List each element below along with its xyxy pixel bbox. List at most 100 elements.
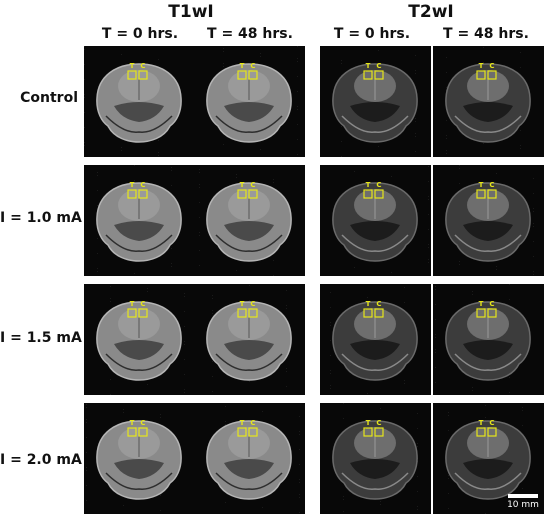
roi-label-t: T (240, 300, 245, 308)
roi-label-c: C (250, 419, 255, 427)
roi-box-t (237, 308, 247, 318)
roi-box-c (138, 189, 148, 199)
roi-box-c (487, 189, 497, 199)
roi-label-c: C (376, 300, 381, 308)
roi-label-t: T (366, 62, 371, 70)
roi-label-c: C (489, 181, 494, 189)
roi-box-t (363, 70, 373, 80)
internal-structure (350, 221, 400, 241)
roi-box-t (237, 427, 247, 437)
internal-structure (463, 221, 513, 241)
roi-box-c (487, 308, 497, 318)
roi-label-c: C (140, 300, 145, 308)
roi-box-c (248, 70, 258, 80)
roi-label-t: T (130, 62, 135, 70)
internal-structure (350, 102, 400, 122)
roi-box-c (138, 70, 148, 80)
row-label-2-0ma: I = 2.0 mA (0, 452, 82, 468)
group-title-t2wi: T2wI (408, 2, 454, 22)
roi-box-t (363, 427, 373, 437)
internal-structure (463, 102, 513, 122)
roi-label-c: C (489, 300, 494, 308)
roi-box-t (363, 189, 373, 199)
jaw-outline (454, 353, 522, 371)
roi-box-c (487, 70, 497, 80)
jaw-outline (105, 115, 173, 133)
internal-structure (350, 340, 400, 360)
jaw-outline (454, 115, 522, 133)
internal-structure (463, 340, 513, 360)
roi-label-c: C (250, 62, 255, 70)
column-title-t1-48h: T = 48 hrs. (207, 26, 293, 42)
internal-structure (350, 459, 400, 479)
roi-box-c (487, 427, 497, 437)
internal-structure (224, 340, 274, 360)
row-label-1-5ma: I = 1.5 mA (0, 330, 82, 346)
roi-label-c: C (376, 62, 381, 70)
internal-structure (114, 459, 164, 479)
internal-structure (224, 102, 274, 122)
roi-box-t (127, 70, 137, 80)
jaw-outline (341, 353, 409, 371)
roi-box-t (127, 189, 137, 199)
roi-label-c: C (489, 419, 494, 427)
column-title-t2-0h: T = 0 hrs. (333, 26, 411, 42)
internal-structure (114, 221, 164, 241)
roi-label-c: C (376, 419, 381, 427)
jaw-outline (341, 115, 409, 133)
roi-label-c: C (250, 300, 255, 308)
internal-structure (224, 459, 274, 479)
roi-label-c: C (140, 181, 145, 189)
roi-label-t: T (240, 62, 245, 70)
internal-structure (224, 221, 274, 241)
jaw-outline (105, 472, 173, 490)
roi-label-c: C (140, 419, 145, 427)
scale-bar-label: 10 mm (507, 500, 539, 510)
roi-box-c (374, 189, 384, 199)
jaw-outline (215, 472, 283, 490)
group-title-t1wi: T1wI (168, 2, 214, 22)
roi-label-c: C (140, 62, 145, 70)
roi-label-t: T (479, 181, 484, 189)
roi-box-t (237, 70, 247, 80)
roi-label-t: T (366, 419, 371, 427)
roi-label-t: T (366, 181, 371, 189)
roi-box-c (138, 427, 148, 437)
roi-box-t (237, 189, 247, 199)
roi-label-c: C (250, 181, 255, 189)
roi-label-t: T (479, 62, 484, 70)
jaw-outline (454, 472, 522, 490)
jaw-outline (105, 234, 173, 252)
roi-label-c: C (376, 181, 381, 189)
roi-label-t: T (130, 181, 135, 189)
scale-bar (508, 494, 538, 498)
roi-box-t (476, 308, 486, 318)
jaw-outline (215, 234, 283, 252)
roi-label-t: T (479, 300, 484, 308)
roi-label-t: T (479, 419, 484, 427)
